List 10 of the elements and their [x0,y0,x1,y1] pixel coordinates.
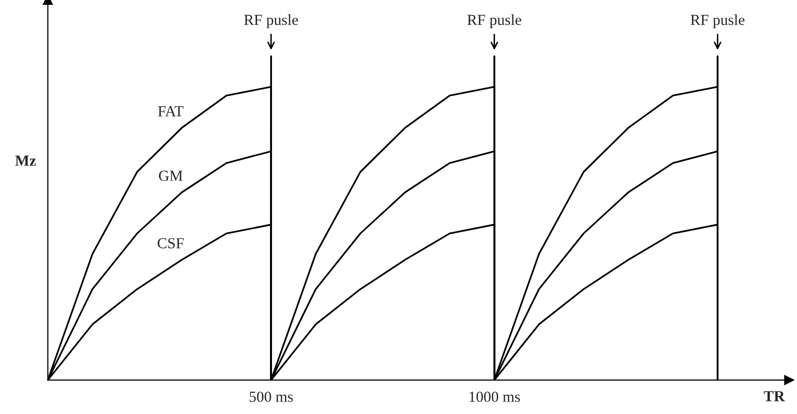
x-tick-label: 500 ms [250,392,293,402]
series-label: GM [158,170,183,181]
x-tick-label: 1000 ms [470,392,520,402]
y-axis-title: Mz [15,156,36,166]
series-label: FAT [158,106,184,116]
ref-line-label: RF pusle [467,14,522,28]
x-axis-title: TR [764,391,785,402]
ref-line-label: RF pusle [244,14,298,28]
ref-line-label: RF pusle [690,14,744,28]
series-label: CSF [158,238,184,248]
